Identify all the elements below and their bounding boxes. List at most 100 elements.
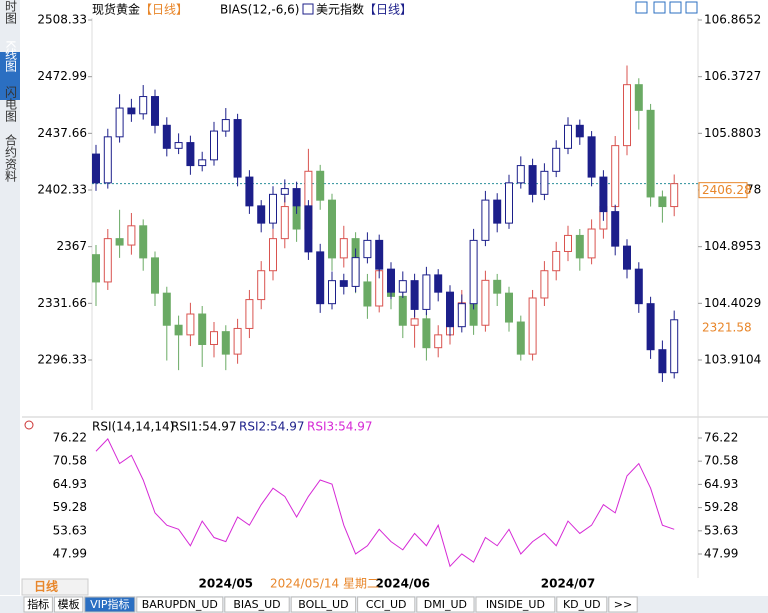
candle-body	[103, 238, 112, 283]
candle-body	[328, 280, 336, 305]
x-tick-label: 2024/07	[541, 577, 595, 591]
rsi-tick-label-right: 64.93	[704, 477, 738, 491]
tab[interactable]: BIAS_UD	[233, 598, 280, 611]
candle-body	[540, 270, 549, 299]
candle-body	[493, 279, 502, 294]
candle-body	[623, 84, 631, 147]
symbol: 现货黄金	[92, 2, 140, 17]
candle-body	[162, 292, 171, 326]
candle-body	[611, 211, 620, 247]
tab-box[interactable]	[53, 596, 84, 613]
candle-body	[481, 199, 490, 241]
window-buttons[interactable]	[635, 1, 698, 14]
period-tab-box[interactable]	[21, 578, 89, 596]
tab[interactable]: BOLL_UD	[298, 598, 348, 611]
candle-body	[575, 234, 584, 259]
tab-box[interactable]	[136, 596, 224, 613]
tab-box[interactable]	[290, 596, 357, 613]
candle-body	[493, 199, 502, 224]
sidebar-tab[interactable]: 分时图	[4, 0, 18, 24]
sidebar-tab[interactable]: K线图	[4, 40, 18, 72]
candle-body	[398, 295, 407, 326]
rsi-title: RSI(14,14,14)	[92, 420, 174, 434]
sidebar-tab[interactable]: 合约资料	[4, 133, 18, 182]
tab-box[interactable]	[416, 596, 475, 613]
tab[interactable]: 指标	[27, 597, 49, 611]
rsi-label: RSI3:54.97	[307, 420, 373, 434]
candle-body	[316, 170, 325, 201]
y-tick-label: 2472.99	[37, 69, 87, 83]
candle-body	[540, 170, 549, 195]
candle-body	[269, 238, 277, 272]
candle-body	[92, 254, 100, 283]
candle-body	[398, 280, 407, 293]
candle-body	[469, 239, 478, 305]
tab[interactable]: 模板	[58, 597, 80, 611]
rsi-tick-label: 76.22	[53, 430, 87, 444]
candle-body	[339, 280, 348, 287]
tab-box[interactable]	[357, 596, 416, 613]
candle-body	[103, 136, 112, 184]
tab[interactable]: CCI_UD	[366, 598, 407, 611]
y2-tick-label: 104.8953	[704, 239, 761, 253]
candle-body	[481, 279, 490, 326]
candle-body	[528, 165, 537, 195]
candle-body	[410, 280, 419, 310]
rsi-line	[95, 438, 675, 568]
btn[interactable]	[685, 1, 698, 14]
candle-body	[139, 225, 148, 259]
candle-body	[115, 238, 124, 246]
tab-box[interactable]	[556, 596, 608, 613]
candle-body	[139, 96, 148, 115]
rsi-tick-label-right: 59.28	[704, 500, 738, 514]
candle-body	[245, 176, 254, 207]
tab[interactable]: DMI_UD	[424, 598, 467, 611]
overlay: 美元指数	[316, 2, 364, 17]
candle-body	[587, 136, 596, 178]
tab[interactable]: >>	[614, 598, 632, 611]
indicator: BIAS(12,-6,6)	[220, 3, 299, 17]
tab-box[interactable]	[224, 596, 290, 613]
candle-body	[552, 147, 561, 172]
y2-tick-label: 106.8652	[704, 13, 761, 27]
tab-box[interactable]	[475, 596, 556, 613]
price-tag-box	[698, 182, 748, 199]
sidebar-tab[interactable]: 闪电图	[4, 86, 18, 122]
btn[interactable]	[635, 1, 648, 14]
candle-body	[422, 274, 431, 310]
price-tag: 2406.28	[702, 183, 752, 197]
candle-body	[611, 145, 620, 208]
y-tick-label: 2402.33	[37, 183, 87, 197]
crosshair-date: 2024/05/14 星期二	[270, 577, 379, 591]
candle-body	[363, 239, 372, 259]
btn[interactable]	[653, 1, 666, 14]
candle-body	[280, 206, 289, 240]
tab-box[interactable]	[608, 596, 638, 613]
y2-tick-label: 104.4029	[704, 296, 761, 310]
y2-tick-label: 105.8803	[704, 126, 761, 140]
x-tick-label: 2024/05	[199, 577, 253, 591]
tab[interactable]: BARUPDN_UD	[142, 598, 218, 611]
candle-body	[564, 124, 572, 149]
overlay-period: 【日线】	[364, 3, 412, 17]
candle-body	[233, 327, 242, 355]
sidebar-active	[0, 52, 20, 100]
rsi-tick-label: 59.28	[53, 500, 87, 514]
candle-body	[257, 270, 266, 301]
btn[interactable]	[669, 1, 682, 14]
candle-body	[446, 291, 454, 328]
tab[interactable]: KD_UD	[563, 598, 601, 611]
rsi-tick-label: 53.63	[53, 523, 87, 537]
y-tick-label: 2296.33	[37, 352, 87, 366]
x-tick-label: 2024/06	[376, 577, 430, 591]
period-tab[interactable]: 日线	[34, 579, 58, 594]
period: 【日线】	[140, 3, 188, 17]
tab[interactable]: VIP指标	[90, 597, 129, 611]
candle-body	[363, 281, 372, 307]
candle-body	[186, 313, 195, 336]
tab[interactable]: INSIDE_UD	[486, 598, 545, 611]
candle-body	[434, 334, 443, 349]
tab-box[interactable]	[84, 596, 136, 613]
tab-box[interactable]	[23, 596, 53, 613]
candle-body	[115, 107, 124, 138]
